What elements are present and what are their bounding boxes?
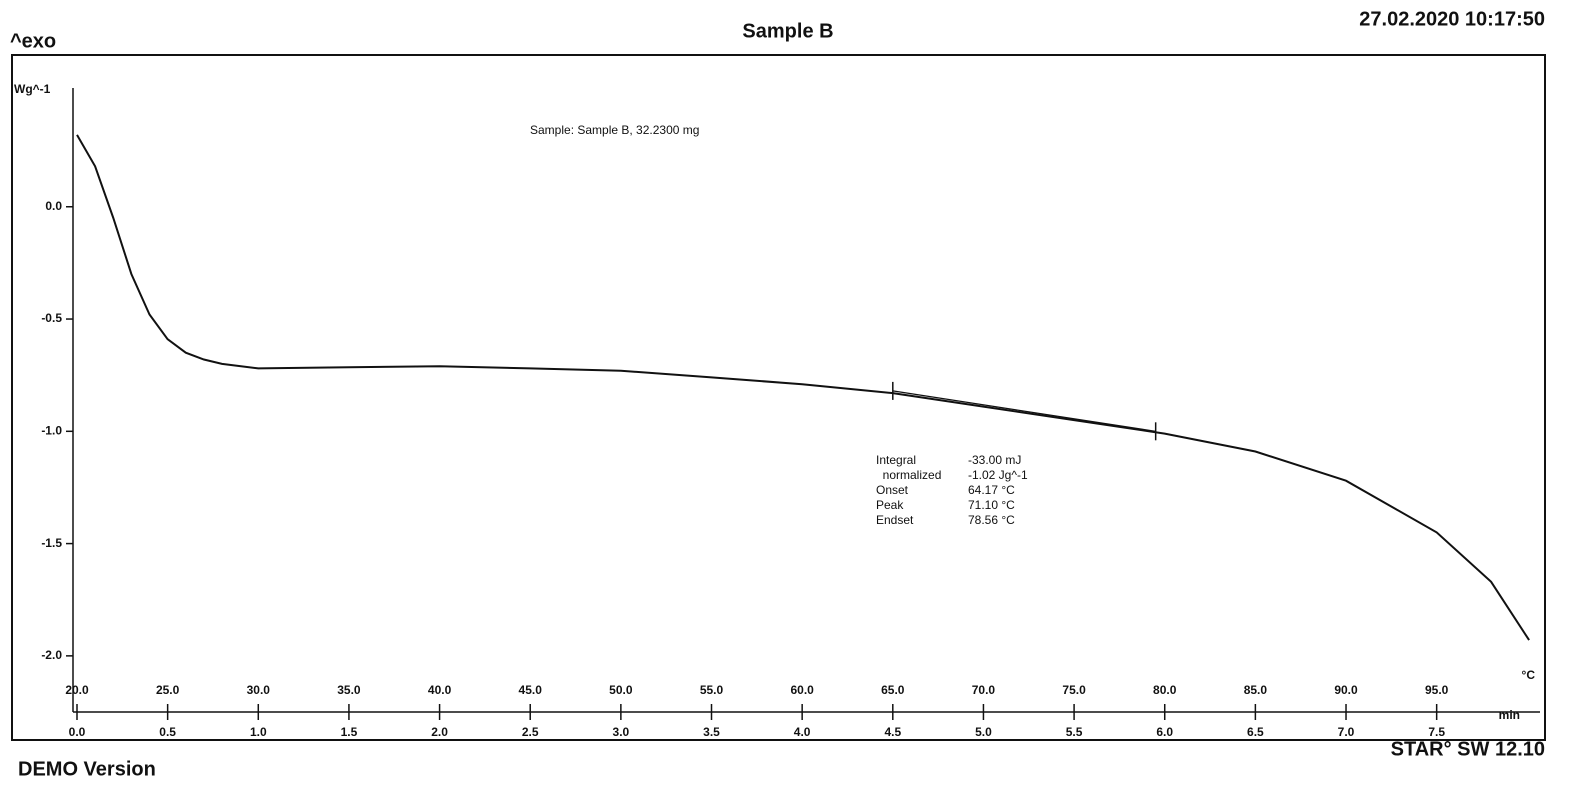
y-tick-label: -0.5 <box>41 311 62 325</box>
annotation-value: 78.56 °C <box>968 513 1015 527</box>
x-tick-label: 3.0 <box>613 725 630 739</box>
x-tick-label: 2.0 <box>431 725 448 739</box>
y-tick-label: -1.5 <box>41 536 62 550</box>
x-tick-label: 1.0 <box>250 725 267 739</box>
annotation-key: Onset <box>876 483 909 497</box>
x-tick-label: 7.5 <box>1428 725 1445 739</box>
annotation-value: -1.02 Jg^-1 <box>968 468 1028 482</box>
sample-label: Sample: Sample B, 32.2300 mg <box>530 123 699 137</box>
x2-tick-label: 25.0 <box>156 683 180 697</box>
frame <box>12 55 1545 740</box>
x2-tick-label: 40.0 <box>428 683 452 697</box>
x2-tick-label: 80.0 <box>1153 683 1177 697</box>
x2-tick-label: 85.0 <box>1244 683 1268 697</box>
x2-tick-label: 35.0 <box>337 683 361 697</box>
x2-tick-label: 90.0 <box>1334 683 1358 697</box>
x2-tick-label: 20.0 <box>65 683 89 697</box>
x-tick-label: 4.0 <box>794 725 811 739</box>
annotation-key: Integral <box>876 453 916 467</box>
x2-tick-label: 60.0 <box>790 683 814 697</box>
annotation-value: 71.10 °C <box>968 498 1015 512</box>
x2-tick-label: 75.0 <box>1062 683 1086 697</box>
annotation-value: 64.17 °C <box>968 483 1015 497</box>
chart-title: Sample B <box>742 20 833 42</box>
x2-tick-label: 45.0 <box>519 683 543 697</box>
x-axis-label: min <box>1499 708 1520 722</box>
page: ^exo Sample B 27.02.2020 10:17:50 Wg^-1 … <box>0 0 1581 791</box>
x2-tick-label: 95.0 <box>1425 683 1449 697</box>
footer-left: DEMO Version <box>18 758 156 780</box>
chart: ^exo Sample B 27.02.2020 10:17:50 Wg^-1 … <box>0 0 1581 791</box>
x-tick-label: 3.5 <box>703 725 720 739</box>
x2-axis-label: °C <box>1522 668 1536 682</box>
data-line <box>893 391 1156 431</box>
y-tick-label: 0.0 <box>45 199 62 213</box>
annotation-value: -33.00 mJ <box>968 453 1021 467</box>
x-tick-label: 5.5 <box>1066 725 1083 739</box>
x-tick-label: 4.5 <box>884 725 901 739</box>
x-tick-label: 6.0 <box>1156 725 1173 739</box>
timestamp: 27.02.2020 10:17:50 <box>1359 8 1545 30</box>
exo-label: ^exo <box>10 30 56 52</box>
data-line <box>77 135 1529 640</box>
x-tick-label: 2.5 <box>522 725 539 739</box>
x2-tick-label: 70.0 <box>972 683 996 697</box>
y-axis-label: Wg^-1 <box>14 82 51 96</box>
x-tick-label: 0.0 <box>69 725 86 739</box>
annotation-key: Endset <box>876 513 914 527</box>
x2-tick-label: 30.0 <box>247 683 271 697</box>
x2-tick-label: 55.0 <box>700 683 724 697</box>
x-tick-label: 7.0 <box>1338 725 1355 739</box>
annotation-key: normalized <box>876 468 941 482</box>
footer-right: STAR° SW 12.10 <box>1391 738 1545 760</box>
x-tick-label: 0.5 <box>159 725 176 739</box>
x-tick-label: 6.5 <box>1247 725 1264 739</box>
y-tick-label: -1.0 <box>41 423 62 437</box>
x2-tick-label: 50.0 <box>609 683 633 697</box>
y-tick-label: -2.0 <box>41 648 62 662</box>
x2-tick-label: 65.0 <box>881 683 905 697</box>
x-tick-label: 1.5 <box>341 725 358 739</box>
x-tick-label: 5.0 <box>975 725 992 739</box>
annotation-key: Peak <box>876 498 904 512</box>
